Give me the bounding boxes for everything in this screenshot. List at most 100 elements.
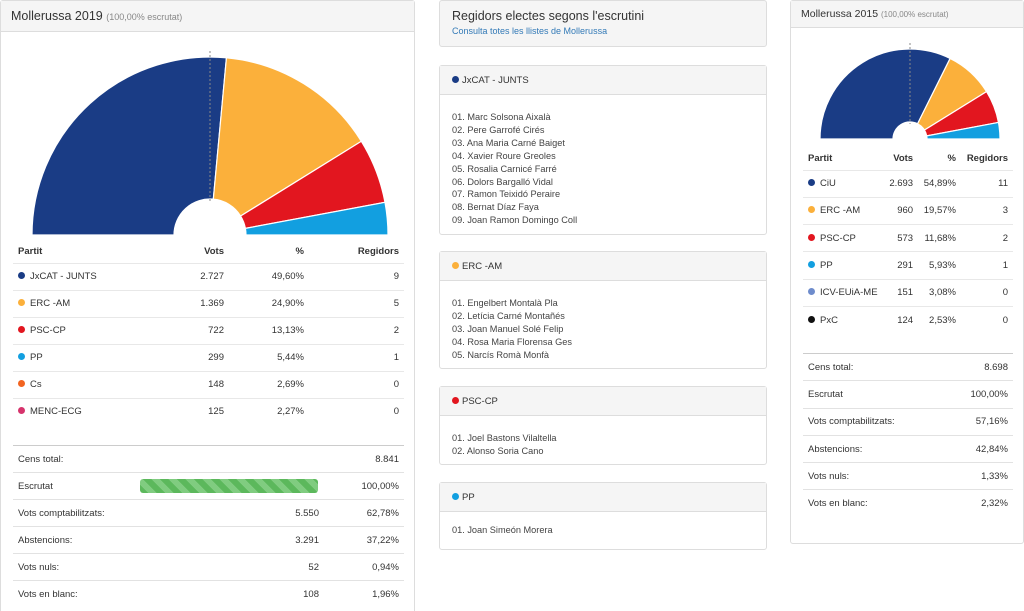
party-pct: 2,69% [229,370,309,398]
stat-row: Escrutat 100,00% [803,380,1013,409]
party-pct: 2,53% [918,305,961,334]
elected-group: PSC-CP 01. Joel Bastons Vilaltella 02. Alo… [439,386,767,465]
party-row: ERC -AM 960 19,57% 3 [803,196,1013,225]
councillor-name: 01. Joan Simeón Morera [452,525,553,535]
party-votes: 960 [883,196,919,225]
party-row: ERC -AM 1.369 24,90% 5 [13,289,404,317]
party-row: MENC-ECG 125 2,27% 0 [13,397,404,425]
stat-value: 5.550 [134,499,324,527]
councillor-name: 01. Joel Bastons Vilaltella [452,433,557,443]
party-pct: 13,13% [229,316,309,344]
stat-row: Abstencions: 42,84% [803,434,1013,463]
party-pct: 49,60% [229,262,309,290]
stat-row: Vots comptabilitzats: 57,16% [803,407,1013,436]
councillor-name: 04. Rosa Maria Florensa Ges [452,336,572,347]
group-header: PP [440,483,766,512]
party-pct: 24,90% [229,289,309,317]
party-name: ICV-EUiA-ME [820,287,878,299]
elected-councillors-header: Regidors electes segons l'escrutini Cons… [439,0,767,47]
party-seats: 2 [309,316,404,344]
party-results-table: Partit Vots % Regidors JxCAT - JUNTS 2.72… [13,241,404,425]
party-name: JxCAT - JUNTS [30,271,97,282]
party-name: MENC-ECG [30,406,82,418]
stat-row: Vots en blanc: 108 1,96% [13,580,404,608]
councillor-name: 08. Bernat Díaz Faya [452,202,539,213]
party-votes: 151 [883,278,919,307]
party-color-dot [808,261,815,269]
stat-value: 3.291 [134,526,324,554]
party-seats: 0 [960,278,1013,307]
party-name-cell: PP [803,251,884,280]
councillor-name: 02. Alonso Soria Cano [452,445,544,456]
party-pct: 5,93% [918,251,961,280]
stat-value: 100,00% [943,380,1013,409]
councillor-name: 05. Rosalia Carnicé Farré [452,163,557,174]
panel-title: Mollerussa 2019 [11,9,103,23]
panel-subtitle: (100,00% escrutat) [106,12,183,22]
group-party-name: JxCAT - JUNTS [462,75,529,86]
party-votes: 573 [883,224,919,252]
councillor-name: 02. Pere Garrofé Cirés [452,124,545,135]
party-votes: 291 [883,251,919,280]
councillor-name: 02. Letícia Carné Montañés [452,310,565,321]
councillor-list: 01. Engelbert Montalà Pla 02. Letícia Car… [440,281,766,362]
stat-label: Vots comptabilitzats: [803,407,944,436]
party-name: PxC [820,314,838,326]
stat-value: 1,33% [943,462,1013,490]
party-color-dot [18,379,25,387]
party-seats: 0 [960,305,1013,334]
scrutiny-progress-bar [140,479,318,493]
party-results-table: Partit Vots % Regidors CiU 2.693 54,89% 11 E… [803,148,1013,334]
panel-subtitle: (100,00% escrutat) [880,10,949,19]
elected-group: JxCAT - JUNTS 01. Marc Solsona Aixalà 02. … [439,65,767,235]
party-name: PSC-CP [30,325,66,336]
party-name-cell: ERC -AM [803,196,884,225]
stat-value: 42,84% [943,434,1013,463]
group-party-name: PP [462,492,475,503]
party-row: CiU 2.693 54,89% 11 [803,169,1013,198]
stat-value [134,472,324,500]
councillor-name: 03. Joan Manuel Solé Felip [452,323,564,334]
councillor-name: 03. Ana Maria Carné Baiget [452,137,565,148]
party-name: ERC -AM [820,205,861,217]
panel-title: Mollerussa 2015 [801,8,879,20]
hemicycle-segment [31,56,228,236]
party-pct: 54,89% [918,169,961,198]
hemicycle-segment [819,48,951,140]
party-name-cell: PxC [803,305,884,334]
party-name-cell: ICV-EUiA-ME [803,278,884,307]
stat-label: Vots nuls: [13,553,134,581]
party-votes: 1.369 [159,289,229,317]
results-2019-panel: Mollerussa 2019 (100,00% escrutat) Parti… [0,0,415,611]
party-seats: 0 [309,370,404,398]
party-seats: 3 [960,196,1013,225]
stat-row: Cens total: 8.698 [803,352,1013,381]
party-pct: 19,57% [918,196,961,225]
all-lists-link[interactable]: Consulta totes les llistes de Mollerussa [452,26,608,36]
stat-label: Cens total: [13,445,134,473]
stat-pct: 1,96% [324,580,404,608]
councillor-name: 06. Dolors Bargalló Vidal [452,176,553,187]
party-row: PSC-CP 722 13,13% 2 [13,316,404,344]
party-name-cell: JxCAT - JUNTS [13,262,159,290]
elected-title: Regidors electes segons l'escrutini [452,9,645,23]
party-seats: 5 [309,289,404,317]
party-color-dot [18,298,25,306]
party-name: ERC -AM [30,298,71,309]
party-seats: 9 [309,262,404,290]
party-name-cell: PSC-CP [13,316,159,344]
seat-hemicycle-chart [819,43,1001,140]
stat-row: Vots en blanc: 2,32% [803,489,1013,518]
party-row: PP 291 5,93% 1 [803,251,1013,280]
stat-label: Cens total: [803,352,944,381]
turnout-stats-table: Cens total: 8.841 Escrutat 100,00% Vots comp… [13,445,404,608]
col-party: Partit [808,153,833,165]
hemicycle-segment [212,57,363,217]
col-seats: Regidors [357,246,399,258]
party-seats: 1 [309,343,404,371]
stat-label: Escrutat [803,380,944,409]
stat-label: Vots en blanc: [803,489,944,518]
councillor-list: 01. Joan Simeón Morera [440,512,766,537]
stat-label: Vots nuls: [803,462,944,490]
councillor-name: 01. Marc Solsona Aixalà [452,112,551,122]
